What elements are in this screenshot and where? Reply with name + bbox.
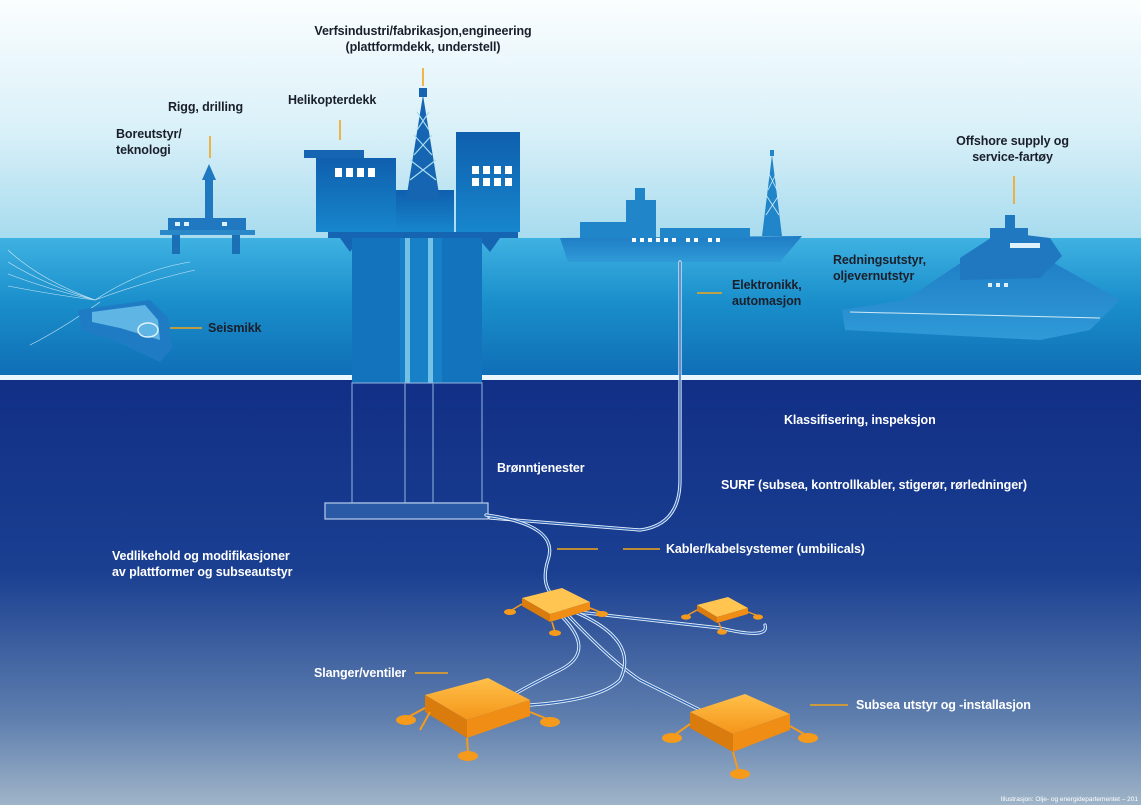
seismic-vessel [78,300,172,362]
label-redningsutstyr: Redningsutstyr, oljevernutstyr [833,253,926,283]
label-rigg-drilling: Rigg, drilling [168,100,243,114]
label-elektronikk: Elektronikk, automasjon [732,278,802,308]
label-vedlikehold: Vedlikehold og modifikasjoner av plattfo… [112,549,293,579]
subsea-template-small-2 [681,597,763,635]
subsea-template-large-1 [396,678,560,761]
label-klassifisering: Klassifisering, inspeksjon [784,413,936,427]
label-kabler: Kabler/kabelsystemer (umbilicals) [666,542,865,556]
supply-vessel [842,215,1120,340]
subsea-template-large-2 [662,694,818,779]
drilling-rig [160,164,255,254]
label-subsea: Subsea utstyr og -installasjon [856,698,1031,712]
label-slanger: Slanger/ventiler [314,666,407,680]
production-ship [560,150,802,262]
cables [484,260,767,712]
label-bronntjenester: Brønntjenester [497,461,585,475]
leader-lines [170,68,1015,706]
illustration-credit: Illustrasjon: Olje- og energidepartement… [1000,796,1138,803]
label-helikopterdekk: Helikopterdekk [288,93,377,107]
label-offshore-supply: Offshore supply og service-fartøy [956,134,1069,164]
production-platform [304,88,520,520]
label-surf: SURF (subsea, kontrollkabler, stigerør, … [721,478,1027,492]
label-seismikk: Seismikk [208,321,262,335]
subsea-template-small-1 [504,588,608,636]
label-boreutstyr: Boreutstyr/ teknologi [116,127,182,157]
sky [0,0,1141,240]
surface-line [0,375,1141,380]
seismic-streamers [7,249,196,346]
label-verfsindustri: Verfsindustri/fabrikasjon,engineering (p… [314,24,532,54]
